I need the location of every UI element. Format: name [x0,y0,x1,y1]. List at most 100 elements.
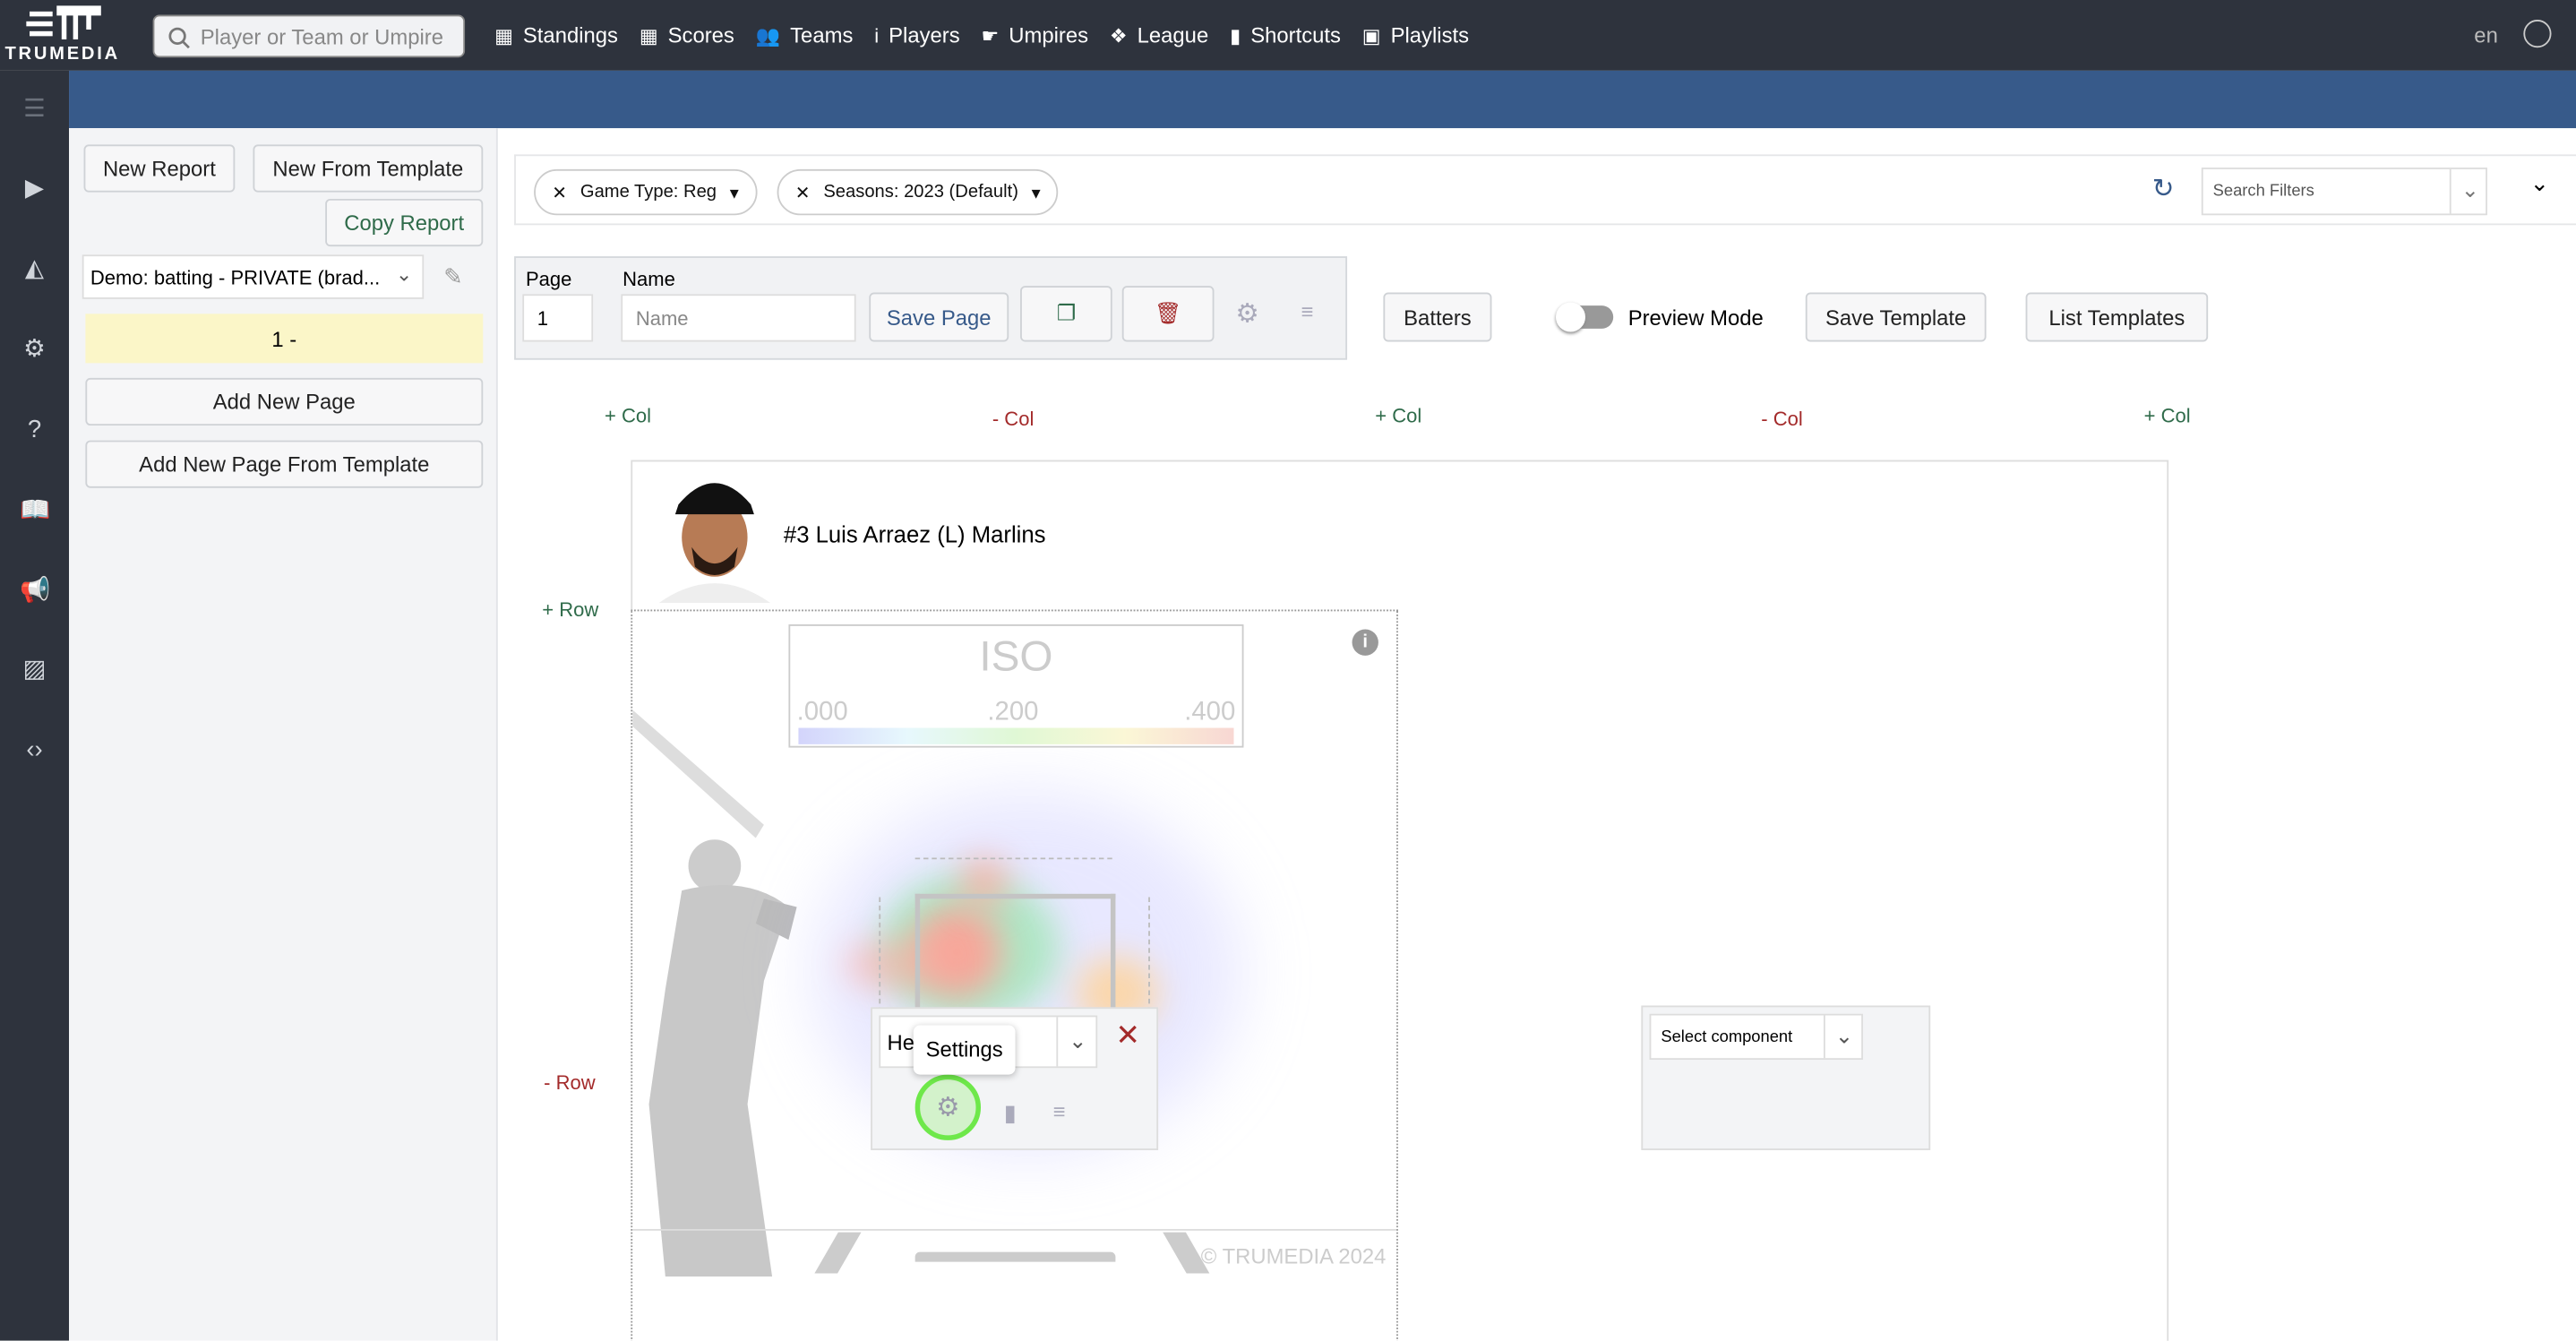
left-rail: ☰ ▶ ◭ ⚙ ? 📖 📢 ▨ ‹› [0,70,70,1341]
copy-report-button[interactable]: Copy Report [325,198,484,247]
empty-cell-component: Select component ⌄ [1641,1005,1931,1150]
reset-filters-icon[interactable]: ↻ [2151,176,2175,204]
filter-chip-game-type[interactable]: ✕ Game Type: Reg ▾ [534,168,758,216]
preview-mode-toggle[interactable] [1555,302,1614,332]
nav-league[interactable]: ❖ League [1110,23,1208,48]
language-selector[interactable]: en [2474,22,2498,48]
code-icon[interactable]: ‹› [26,735,43,764]
top-navbar: TRUMEDIA Player or Team or Umpire ▦ Stand… [0,0,2576,71]
nav-label: League [1137,22,1209,48]
remove-col-button[interactable]: - Col [1761,407,1803,431]
save-page-button[interactable]: Save Page [869,292,1009,342]
chevron-down-icon[interactable]: ⌄ [1056,1017,1097,1067]
new-report-button[interactable]: New Report [83,144,236,193]
filter-chip-seasons[interactable]: ✕ Seasons: 2023 (Default) ▾ [777,168,1059,216]
nav-standings[interactable]: ▦ Standings [494,23,618,48]
report-select[interactable]: Demo: batting - PRIVATE (brad... ⌄ [82,254,425,299]
trumedia-logo-icon[interactable] [23,5,102,41]
nav-teams[interactable]: 👥 Teams [756,23,854,48]
heatmap-component: ISO .000 .200 .400 i © TRUMEDIA 2024 [631,609,1398,1341]
zone-edge-left [879,897,881,1012]
select-component-placeholder: Select component [1661,1028,1793,1047]
player-search-input[interactable]: Player or Team or Umpire [152,14,466,58]
delete-page-button[interactable]: 🗑 [1121,286,1215,342]
nav-label: Umpires [1009,22,1089,48]
chevron-down-icon[interactable]: ⌄ [1823,1015,1863,1059]
megaphone-icon[interactable]: 📢 [20,576,51,605]
component-filter-icon[interactable]: ≡ [1052,1099,1066,1124]
image-icon[interactable]: ▨ [22,655,47,684]
batters-button[interactable]: Batters [1383,292,1492,342]
component-settings-icon[interactable]: ⚙ [914,1074,982,1140]
remove-col-button[interactable]: - Col [992,407,1035,431]
page-toolbar: Page Name 1 Name Save Page ❐ 🗑 ⚙ ≡ [514,256,1348,360]
info-icon[interactable]: i [1352,629,1378,656]
copy-component-icon[interactable]: ▮ [1003,1099,1017,1126]
settings-gear-icon[interactable]: ⚙ [1235,300,1259,329]
search-placeholder: Player or Team or Umpire [200,24,444,50]
nav-scores[interactable]: ▦ Scores [640,23,734,48]
new-from-template-button[interactable]: New From Template [253,144,484,193]
add-page-from-template-button[interactable]: Add New Page From Template [85,440,484,488]
legend-min: .000 [796,698,848,726]
person-icon: i [874,23,880,47]
nav-umpires[interactable]: ☛ Umpires [982,23,1089,48]
page-banner [69,70,2576,129]
add-col-button[interactable]: + Col [2143,404,2191,427]
nav-label: Standings [522,22,618,48]
search-filters-placeholder: Search Filters [2212,182,2314,201]
user-account-icon[interactable] [2523,20,2552,48]
save-template-button[interactable]: Save Template [1805,292,1987,342]
report-select-value: Demo: batting - PRIVATE (brad... [90,266,381,289]
remove-component-icon[interactable]: ✕ [1115,1019,1141,1052]
video-icon[interactable]: ▶ [24,174,45,202]
brand-name: TRUMEDIA [4,44,120,64]
home-plate [914,1251,1116,1262]
remove-filter-icon[interactable]: ✕ [794,183,811,203]
batter-box-line [814,1232,862,1274]
cards-icon[interactable]: ◭ [24,254,45,283]
users-icon: 👥 [755,23,781,47]
book-icon[interactable]: 📖 [20,495,51,525]
nav-playlists[interactable]: ▣ Playlists [1362,23,1469,48]
list-templates-button[interactable]: List Templates [2025,292,2209,342]
caret-down-icon: ▾ [1031,183,1041,203]
table-icon: ▦ [494,23,513,47]
legend-gradient [798,727,1234,744]
chip-label: Game Type: Reg [580,182,717,202]
page-list-item[interactable]: 1 - [85,314,484,364]
filter-icon[interactable]: ≡ [1301,298,1314,324]
toggle-knob [1555,302,1586,332]
watermark: © TRUMEDIA 2024 [1200,1243,1387,1269]
add-row-button[interactable]: + Row [542,597,599,622]
page-name-input[interactable]: Name [621,294,856,342]
remove-row-button[interactable]: - Row [544,1070,596,1095]
add-col-button[interactable]: + Col [604,404,652,427]
gear-icon[interactable]: ⚙ [23,335,46,364]
edit-pencil-icon[interactable]: ✎ [443,262,463,289]
chevron-down-icon[interactable]: ⌄ [2449,168,2489,214]
nav-label: Scores [667,22,734,48]
add-col-button[interactable]: + Col [1375,404,1422,427]
expand-filters-icon[interactable]: ⌄ [2529,168,2550,196]
nav-players[interactable]: i Players [874,23,959,48]
filter-icon[interactable]: ☰ [23,95,46,124]
strike-zone [914,893,1116,1075]
player-headshot [658,483,771,604]
batter-silhouette [632,709,797,1277]
zone-edge-right [1148,897,1150,1012]
search-filters-input[interactable]: Search Filters ⌄ [2201,168,2489,216]
nav-shortcuts[interactable]: ▮ Shortcuts [1230,23,1341,48]
playlist-icon: ▣ [1361,23,1381,47]
preview-mode-label: Preview Mode [1627,305,1764,331]
page-number-input[interactable]: 1 [522,294,594,342]
search-icon [168,27,190,49]
select-component-dropdown[interactable]: Select component ⌄ [1649,1013,1863,1061]
remove-filter-icon[interactable]: ✕ [552,183,568,203]
help-icon[interactable]: ? [27,416,42,444]
thumbs-icon: ☛ [981,23,1000,47]
nav-label: Teams [790,22,854,48]
copy-page-button[interactable]: ❐ [1020,286,1112,342]
add-new-page-button[interactable]: Add New Page [85,377,484,426]
ground-line [632,1228,1397,1231]
